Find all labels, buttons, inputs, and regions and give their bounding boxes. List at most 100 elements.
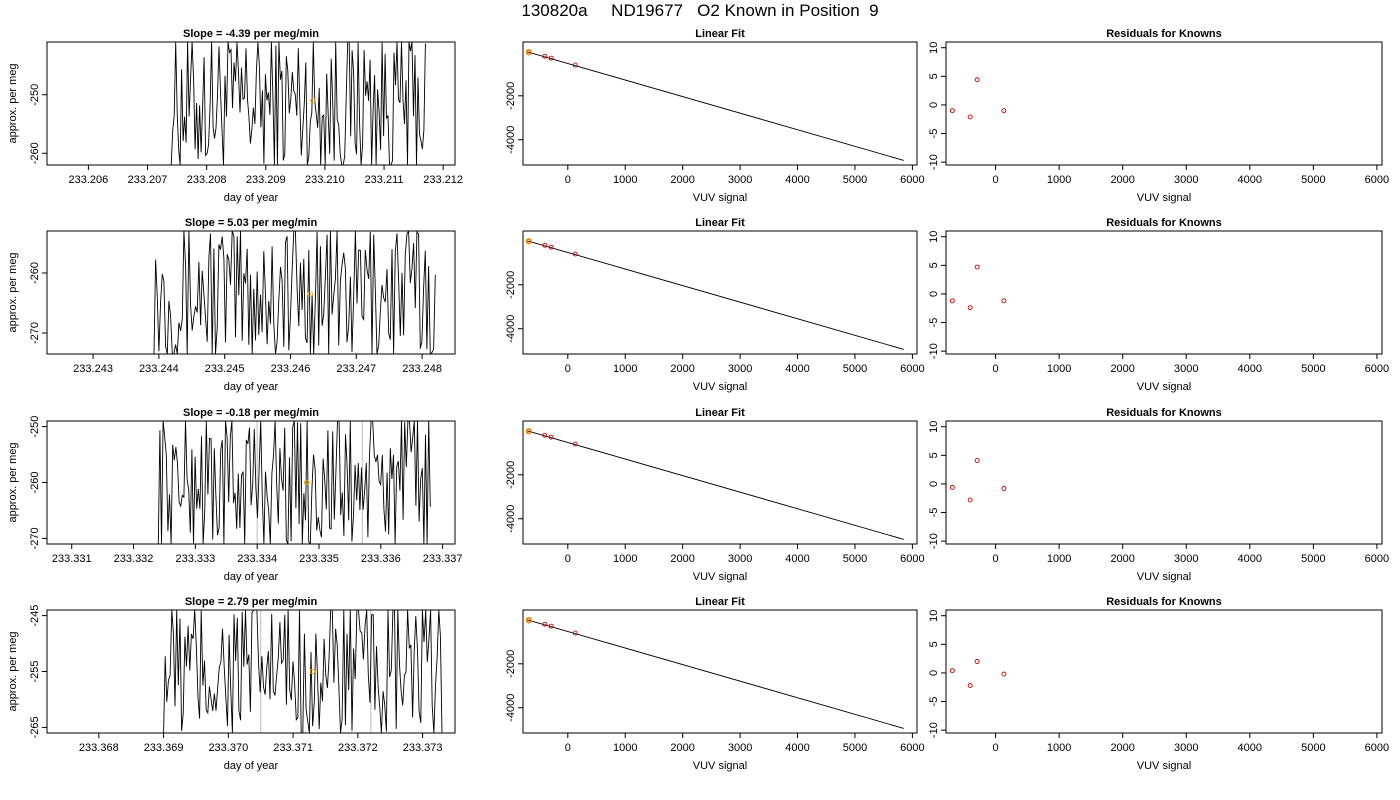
- y-tick-label: 10: [928, 610, 940, 622]
- x-tick-label: 2000: [670, 363, 694, 375]
- panel-fit-row2: Linear Fit 0 1000 2000 3000 4000 5000 6000 -4000…: [505, 407, 925, 583]
- plot-frame: [522, 609, 918, 734]
- y-tick-label: -4000: [505, 505, 517, 533]
- x-axis-label: VUV signal: [693, 192, 747, 204]
- x-tick-label: 1000: [1047, 174, 1071, 186]
- x-tick-label: 233.246: [271, 363, 311, 375]
- x-tick-label: 233.331: [52, 553, 92, 565]
- residual-point: [1001, 671, 1007, 677]
- x-tick-label: 233.369: [144, 742, 184, 754]
- x-tick-label: 1000: [1047, 742, 1071, 754]
- plot-frame: [522, 420, 918, 545]
- panel-title: Linear Fit: [695, 217, 745, 229]
- panel-fit-row1: Linear Fit 0 1000 2000 3000 4000 5000 6000 -4000…: [505, 217, 925, 393]
- x-tick-label: 233.209: [246, 174, 286, 186]
- y-tick-label: -5: [928, 508, 940, 518]
- y-tick-label: -260: [29, 142, 41, 164]
- marker-point: [310, 97, 316, 104]
- x-tick-label: 6000: [900, 174, 924, 186]
- x-tick-label: 2000: [670, 553, 694, 565]
- x-tick-label: 233.206: [69, 174, 109, 186]
- plot-frame: [945, 41, 1383, 166]
- x-tick-label: 1000: [613, 363, 637, 375]
- x-tick-label: 6000: [1365, 363, 1389, 375]
- y-tick-label: -10: [928, 154, 940, 170]
- y-tick-label: 10: [928, 421, 940, 433]
- y-tick-label: -4000: [505, 126, 517, 154]
- x-tick-label: 0: [565, 363, 571, 375]
- y-tick-label: -260: [29, 262, 41, 284]
- highlight-point: [525, 617, 532, 624]
- data-point: [572, 62, 578, 68]
- x-axis-label: VUV signal: [693, 381, 747, 393]
- x-tick-label: 233.332: [114, 553, 154, 565]
- panel-title: Linear Fit: [695, 407, 745, 419]
- x-tick-label: 0: [565, 174, 571, 186]
- x-axis-label: day of year: [224, 192, 279, 204]
- panel-title: Linear Fit: [695, 28, 745, 40]
- panel-title: Slope = 5.03 per meg/min: [185, 217, 318, 229]
- fit-line: [527, 51, 904, 161]
- y-tick-label: -270: [29, 322, 41, 344]
- x-tick-label: 2000: [1110, 742, 1134, 754]
- residual-point: [974, 77, 980, 83]
- residual-point: [974, 659, 980, 664]
- figure-title: 130820a ND19677 O2 Known in Position 9: [521, 1, 879, 20]
- x-tick-label: 3000: [728, 742, 752, 754]
- y-tick-label: 10: [928, 42, 940, 54]
- y-tick-label: -245: [29, 605, 41, 627]
- x-tick-label: 2000: [1110, 174, 1134, 186]
- x-tick-label: 0: [993, 363, 999, 375]
- data-point: [548, 55, 554, 61]
- x-tick-label: 3000: [728, 363, 752, 375]
- x-axis-label: day of year: [224, 571, 279, 583]
- x-tick-label: 5000: [843, 553, 867, 565]
- y-tick-label: 5: [928, 641, 940, 647]
- plot-frame: [522, 230, 918, 355]
- panel-fit-row0: Linear Fit 0 1000 2000 3000 4000 5000 6000 -4000…: [505, 28, 925, 204]
- data-point: [548, 244, 554, 250]
- x-tick-label: 233.211: [365, 174, 404, 186]
- panel-residuals-row3: Residuals for Knowns 0 1000 2000 3000 4000 500…: [928, 596, 1389, 772]
- y-axis-label: approx. per meg: [7, 631, 19, 711]
- data-point: [542, 242, 548, 248]
- data-point: [542, 621, 548, 627]
- x-tick-label: 0: [993, 553, 999, 565]
- panel-title: Residuals for Knowns: [1106, 407, 1222, 419]
- fit-line: [527, 619, 904, 729]
- x-tick-label: 0: [565, 553, 571, 565]
- x-tick-label: 1000: [1047, 363, 1071, 375]
- x-tick-label: 3000: [1174, 363, 1198, 375]
- y-tick-label: -2000: [505, 82, 517, 110]
- x-tick-label: 233.210: [305, 174, 345, 186]
- x-tick-label: 3000: [728, 174, 752, 186]
- y-axis-label: approx. per meg: [7, 63, 19, 143]
- x-tick-label: 233.370: [208, 742, 248, 754]
- series-line: [157, 421, 431, 544]
- y-tick-label: -250: [29, 84, 41, 106]
- residual-point: [1001, 298, 1007, 304]
- panel-residuals-row0: Residuals for Knowns 0 1000 2000 3000 4000 500…: [928, 28, 1389, 204]
- x-axis-label: VUV signal: [1137, 192, 1191, 204]
- x-tick-label: 6000: [1365, 553, 1389, 565]
- y-tick-label: -2000: [505, 650, 517, 678]
- series-line: [152, 231, 436, 354]
- x-tick-label: 233.247: [336, 363, 376, 375]
- x-tick-label: 5000: [1301, 363, 1325, 375]
- y-tick-label: -10: [928, 722, 940, 738]
- data-point: [572, 441, 578, 447]
- residual-point: [949, 668, 955, 674]
- x-tick-label: 233.368: [79, 742, 119, 754]
- plot-frame: [46, 41, 456, 166]
- x-axis-label: VUV signal: [1137, 571, 1191, 583]
- panel-title: Residuals for Knowns: [1106, 217, 1222, 229]
- x-tick-label: 2000: [670, 742, 694, 754]
- x-tick-label: 5000: [843, 174, 867, 186]
- y-tick-label: -4000: [505, 315, 517, 343]
- residual-point: [967, 114, 973, 120]
- x-axis-label: VUV signal: [1137, 381, 1191, 393]
- x-tick-label: 5000: [1301, 742, 1325, 754]
- residual-point: [967, 305, 973, 311]
- plot-frame: [945, 230, 1383, 355]
